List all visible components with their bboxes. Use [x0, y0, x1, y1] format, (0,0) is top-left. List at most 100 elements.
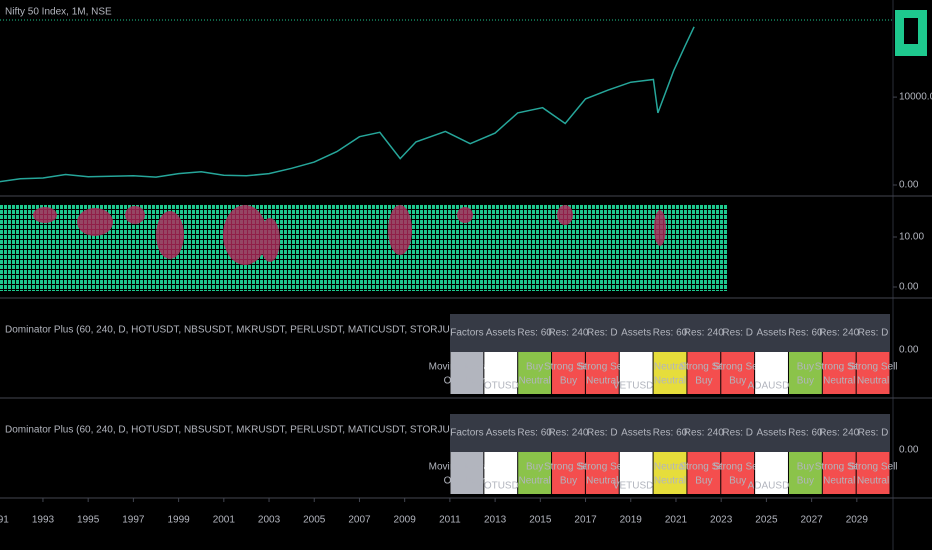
table-cell-text: Strong Sell	[713, 362, 762, 373]
table-header-cell: Res: 240	[819, 328, 859, 339]
x-tick-label: 2005	[303, 515, 326, 526]
table-cell-text: Buy	[797, 476, 814, 487]
x-tick-label: 2013	[484, 515, 507, 526]
table-cell-text: Neutral	[586, 476, 618, 487]
table-cell	[721, 352, 755, 394]
x-tick-label: 2017	[574, 515, 597, 526]
table-cell	[518, 452, 552, 494]
table-cell-text: Strong Sell	[849, 462, 898, 473]
x-tick-label: 1993	[32, 515, 55, 526]
table-cell-text: Strong Sell	[578, 462, 627, 473]
table-cell	[687, 352, 721, 394]
x-tick-label: 2021	[665, 515, 688, 526]
table-cell-text: Strong Sell	[815, 462, 864, 473]
table-cell	[755, 352, 788, 394]
table-cell-text: Oscillators	[444, 476, 491, 487]
table-cell-text: Buy	[526, 362, 543, 373]
y-tick-label: 0.00	[899, 282, 919, 293]
x-tick-label: 1997	[122, 515, 145, 526]
table-cell-text: Buy	[526, 462, 543, 473]
table-header-cell: Res: 240	[684, 428, 724, 439]
panel-axis-label: 0.00	[899, 445, 919, 456]
table-cell	[822, 352, 856, 394]
indicator-blobs	[33, 205, 666, 265]
table-cell-text: Strong Sell	[849, 362, 898, 373]
table-header-cell: Assets	[486, 328, 516, 339]
x-tick-label: 1995	[77, 515, 100, 526]
table-cell	[755, 452, 788, 494]
table-header-cell: Assets	[621, 428, 651, 439]
table-header-bg	[450, 314, 890, 352]
table-cell-text: Strong Sell	[679, 462, 728, 473]
table-header-cell: Res: D	[858, 328, 889, 339]
x-tick-label: 2027	[800, 515, 823, 526]
table-header-cell: Res: D	[858, 428, 889, 439]
table-cell	[619, 352, 653, 394]
table-cell-text: Neutral	[823, 476, 855, 487]
table-header-cell: Res: 60	[653, 328, 688, 339]
table-cell	[484, 452, 518, 494]
table-cell-text: Neutral	[857, 376, 889, 387]
table-cell	[518, 352, 552, 394]
table-cell-text: Neutral	[654, 362, 686, 373]
table-cell-text: Neutral	[823, 376, 855, 387]
panel-axis-label: 0.00	[899, 345, 919, 356]
table-cell-text: Moving Averages	[429, 462, 506, 473]
table-cell-text: Buy	[729, 376, 746, 387]
table-cell	[822, 452, 856, 494]
chart-title: Nifty 50 Index, 1M, NSE	[5, 7, 112, 18]
x-tick-label: 1991	[0, 515, 9, 526]
table-cell-text: Strong Sell	[544, 362, 593, 373]
x-tick-label: 2025	[755, 515, 778, 526]
table-cell-text: Buy	[797, 362, 814, 373]
table-cell	[585, 452, 619, 494]
table-cell	[619, 452, 653, 494]
table-cell-text: Buy	[560, 376, 577, 387]
table-header-cell: Res: 240	[819, 428, 859, 439]
table-cell-text: HOTUSDT	[477, 481, 525, 492]
table-cell	[484, 352, 518, 394]
table-cell-text: Strong Sell	[544, 462, 593, 473]
table-header-cell: Res: 240	[684, 328, 724, 339]
table-cell-text: Neutral	[518, 376, 550, 387]
table-cell	[856, 352, 890, 394]
table-cell-text: HOTUSDT	[477, 381, 525, 392]
table-cell-text: Strong Sell	[679, 362, 728, 373]
table-cell-text: Oscillators	[444, 376, 491, 387]
table-cell	[856, 452, 890, 494]
price-line	[0, 26, 695, 183]
x-tick-label: 2019	[620, 515, 643, 526]
table-header-cell: Res: D	[722, 428, 753, 439]
table-cell-text: Buy	[695, 476, 712, 487]
table-header-cell: Res: D	[587, 428, 618, 439]
table-cell-text: Neutral	[654, 462, 686, 473]
table-cell	[687, 452, 721, 494]
table-header-cell: Res: 60	[517, 328, 552, 339]
panel-title: Dominator Plus (60, 240, D, HOTUSDT, NBS…	[5, 425, 711, 436]
table-header-cell: Res: 240	[548, 428, 588, 439]
x-tick-label: 2001	[213, 515, 236, 526]
table-cell	[552, 452, 585, 494]
table-header-cell: Res: 60	[653, 428, 688, 439]
table-header-cell: Res: D	[587, 328, 618, 339]
y-tick-label: 10000.00	[899, 92, 932, 103]
y-tick-label: 0.00	[899, 180, 919, 191]
table-cell-text: Strong Sell	[713, 462, 762, 473]
table-cell	[450, 352, 484, 394]
x-tick-label: 2003	[258, 515, 281, 526]
table-cell-text: Buy	[695, 376, 712, 387]
table-header-cell: Res: 60	[788, 328, 823, 339]
pane-dividers	[0, 195, 932, 499]
table-cell	[721, 452, 755, 494]
table-header-cell: Assets	[486, 428, 516, 439]
table-cell	[585, 352, 619, 394]
table-header-cell: Factors	[450, 428, 483, 439]
table-cell-text: VETUSDT	[613, 381, 660, 392]
x-tick-label: 1999	[167, 515, 190, 526]
panel-title: Dominator Plus (60, 240, D, HOTUSDT, NBS…	[5, 325, 711, 336]
table-cell-text: VETUSDT	[613, 481, 660, 492]
x-tick-label: 2029	[846, 515, 869, 526]
table-header-cell: Res: 240	[548, 328, 588, 339]
table-header-bg	[450, 414, 890, 452]
x-tick-label: 2023	[710, 515, 733, 526]
